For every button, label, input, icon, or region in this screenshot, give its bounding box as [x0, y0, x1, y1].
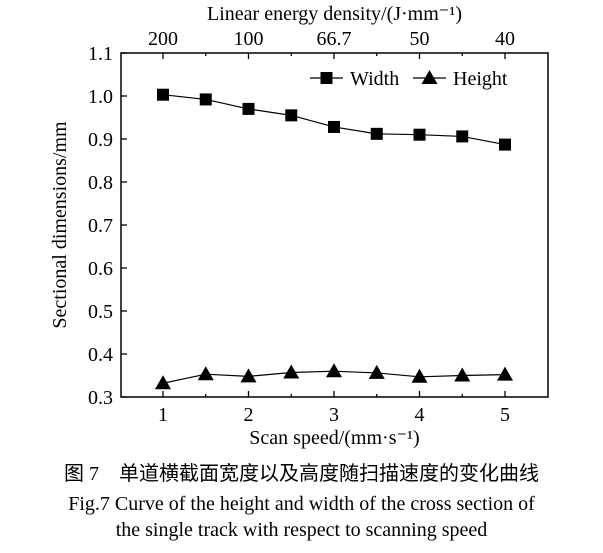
x-tick-label: 5 [500, 404, 510, 426]
top-x-axis-label: Linear energy density/(J·mm⁻¹) [207, 3, 462, 25]
width-point [413, 128, 426, 141]
width-point [199, 93, 212, 106]
height-point [368, 364, 385, 379]
plot-frame [120, 52, 549, 398]
height-point [326, 363, 342, 378]
x-tick-label: 2 [244, 404, 254, 426]
width-point [242, 102, 255, 115]
y-tick-label: 1.1 [88, 43, 113, 65]
top-x-tick-label: 200 [148, 28, 178, 50]
chart: 0.3 0.4 0.5 0.6 0.7 0.8 0.9 1.0 1.1 1 2 3 4 5 200 100 66… [49, 3, 549, 449]
width-point [157, 88, 169, 101]
width-point [285, 109, 298, 122]
height-point [155, 375, 171, 390]
legend-height-marker [421, 70, 438, 84]
height-point [411, 368, 428, 383]
width-point [499, 138, 511, 151]
y-tick-label: 0.6 [88, 258, 113, 280]
top-x-tick-label: 100 [234, 28, 264, 50]
y-tick-label: 0.8 [88, 172, 113, 194]
caption-chinese: 图 7 单道横截面宽度以及高度随扫描速度的变化曲线 [64, 463, 539, 485]
width-point [456, 130, 469, 143]
x-tick-label: 1 [158, 404, 168, 426]
y-tick-label: 0.3 [88, 387, 113, 409]
caption-english-line1: Fig.7 Curve of the height and width of t… [68, 493, 535, 515]
height-point [197, 366, 214, 381]
width-point [370, 127, 383, 140]
width-line [162, 94, 506, 146]
legend-width-label: Width [350, 68, 399, 90]
height-point [497, 366, 513, 381]
top-x-tick-label: 40 [495, 28, 515, 50]
height-point [283, 364, 300, 379]
y-tick-label: 0.5 [88, 301, 113, 323]
y-tick-label: 0.7 [88, 215, 113, 237]
caption-english-line2: the single track with respect to scannin… [115, 519, 488, 541]
legend-width-marker [320, 72, 333, 84]
y-tick-label: 0.9 [88, 129, 113, 151]
x-axis-label: Scan speed/(mm·s⁻¹) [249, 427, 419, 449]
x-tick-label: 3 [329, 404, 339, 426]
height-point [454, 367, 471, 382]
y-tick-label: 1.0 [88, 86, 113, 108]
height-point [240, 368, 257, 383]
y-tick-label: 0.4 [88, 344, 113, 366]
top-x-tick-label: 66.7 [317, 28, 352, 50]
y-axis-label: Sectional dimensions/mm [49, 121, 71, 329]
legend-height-label: Height [453, 68, 508, 90]
top-x-tick-label: 50 [410, 28, 430, 50]
width-point [328, 120, 340, 133]
x-tick-label: 4 [415, 404, 425, 426]
